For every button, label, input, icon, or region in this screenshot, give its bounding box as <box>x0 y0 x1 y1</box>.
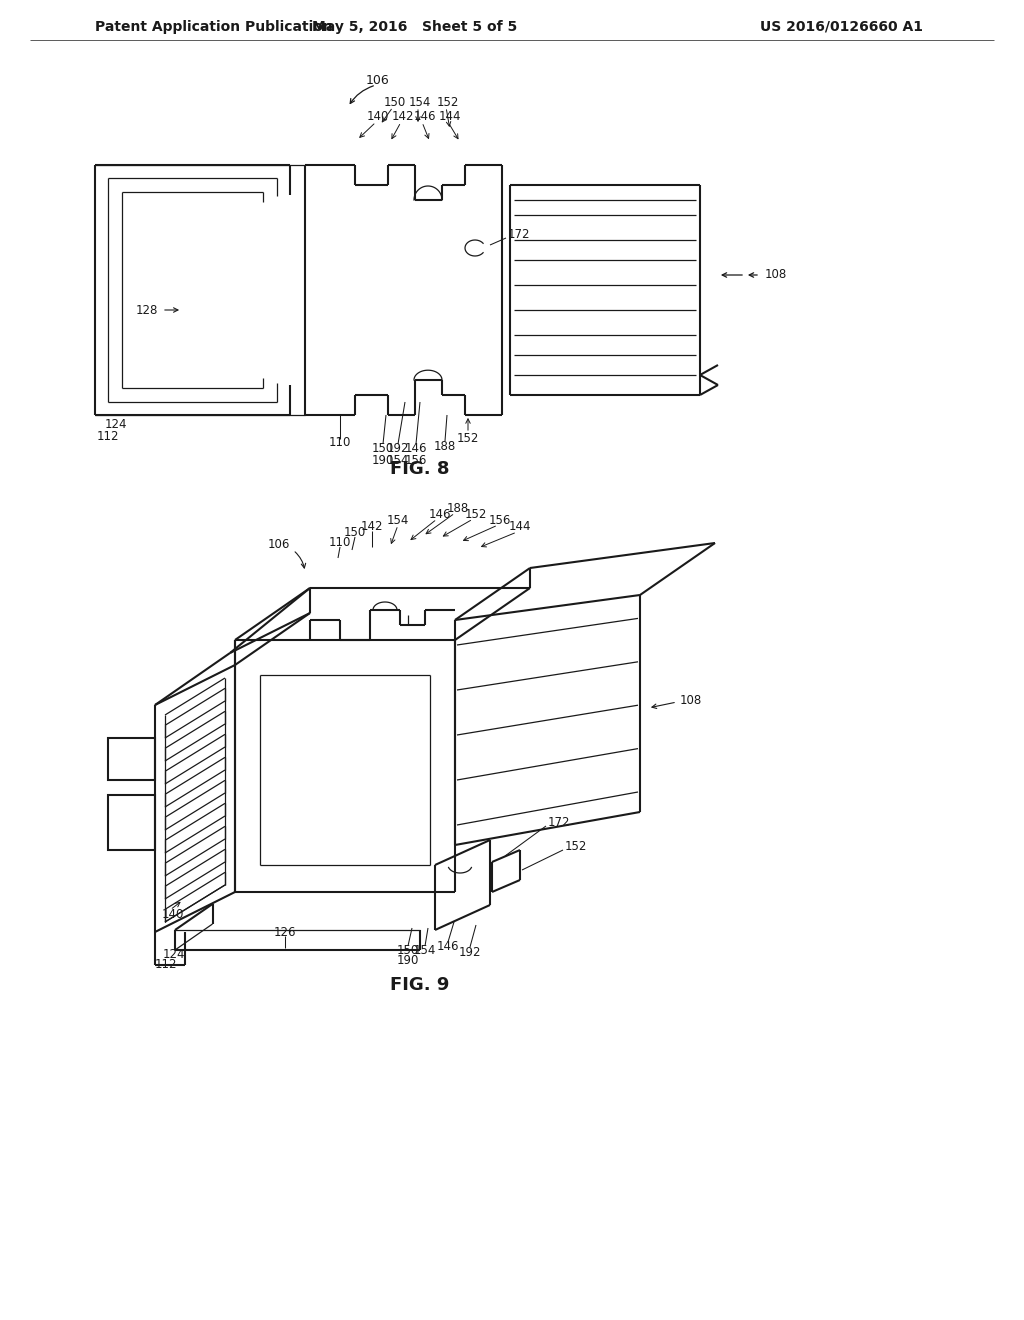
Text: 154: 154 <box>387 513 410 527</box>
Text: 192: 192 <box>459 945 481 958</box>
Text: 146: 146 <box>414 111 436 124</box>
Text: 142: 142 <box>360 520 383 532</box>
Text: 108: 108 <box>680 693 702 706</box>
Text: 142: 142 <box>392 111 415 124</box>
Text: 156: 156 <box>488 513 511 527</box>
Text: 124: 124 <box>105 418 128 432</box>
Text: 146: 146 <box>429 507 452 520</box>
Text: 108: 108 <box>765 268 787 281</box>
Text: 140: 140 <box>162 908 184 920</box>
Text: 154: 154 <box>387 454 410 466</box>
Text: 190: 190 <box>372 454 394 466</box>
Text: 150: 150 <box>344 525 367 539</box>
Text: 112: 112 <box>97 430 120 444</box>
Text: 152: 152 <box>437 95 459 108</box>
Text: 126: 126 <box>273 925 296 939</box>
Text: 156: 156 <box>404 454 427 466</box>
Text: 154: 154 <box>409 95 431 108</box>
Text: 128: 128 <box>135 304 158 317</box>
Text: 172: 172 <box>508 228 530 242</box>
Text: Patent Application Publication: Patent Application Publication <box>95 20 333 34</box>
Text: US 2016/0126660 A1: US 2016/0126660 A1 <box>760 20 923 34</box>
Text: 190: 190 <box>397 953 419 966</box>
Text: 144: 144 <box>438 111 461 124</box>
Bar <box>108 795 155 850</box>
Text: 146: 146 <box>404 442 427 455</box>
Text: 112: 112 <box>155 958 177 972</box>
Text: 146: 146 <box>437 940 459 953</box>
Text: 152: 152 <box>457 432 479 445</box>
Text: 110: 110 <box>329 437 351 450</box>
Text: 106: 106 <box>267 539 290 552</box>
Text: 150: 150 <box>397 944 419 957</box>
Text: FIG. 8: FIG. 8 <box>390 459 450 478</box>
Text: 192: 192 <box>387 442 410 455</box>
Text: 124: 124 <box>163 948 185 961</box>
Text: 154: 154 <box>414 944 436 957</box>
Text: 144: 144 <box>509 520 531 533</box>
Text: 188: 188 <box>446 502 469 515</box>
Text: 150: 150 <box>384 95 407 108</box>
Text: 150: 150 <box>372 442 394 455</box>
Text: 106: 106 <box>367 74 390 87</box>
Text: 110: 110 <box>329 536 351 549</box>
Text: FIG. 9: FIG. 9 <box>390 975 450 994</box>
Text: 152: 152 <box>565 841 588 854</box>
Bar <box>108 738 155 780</box>
Text: 188: 188 <box>434 440 456 453</box>
Text: 172: 172 <box>548 816 570 829</box>
Text: May 5, 2016   Sheet 5 of 5: May 5, 2016 Sheet 5 of 5 <box>312 20 517 34</box>
Text: 140: 140 <box>367 111 389 124</box>
Text: 152: 152 <box>465 507 487 520</box>
